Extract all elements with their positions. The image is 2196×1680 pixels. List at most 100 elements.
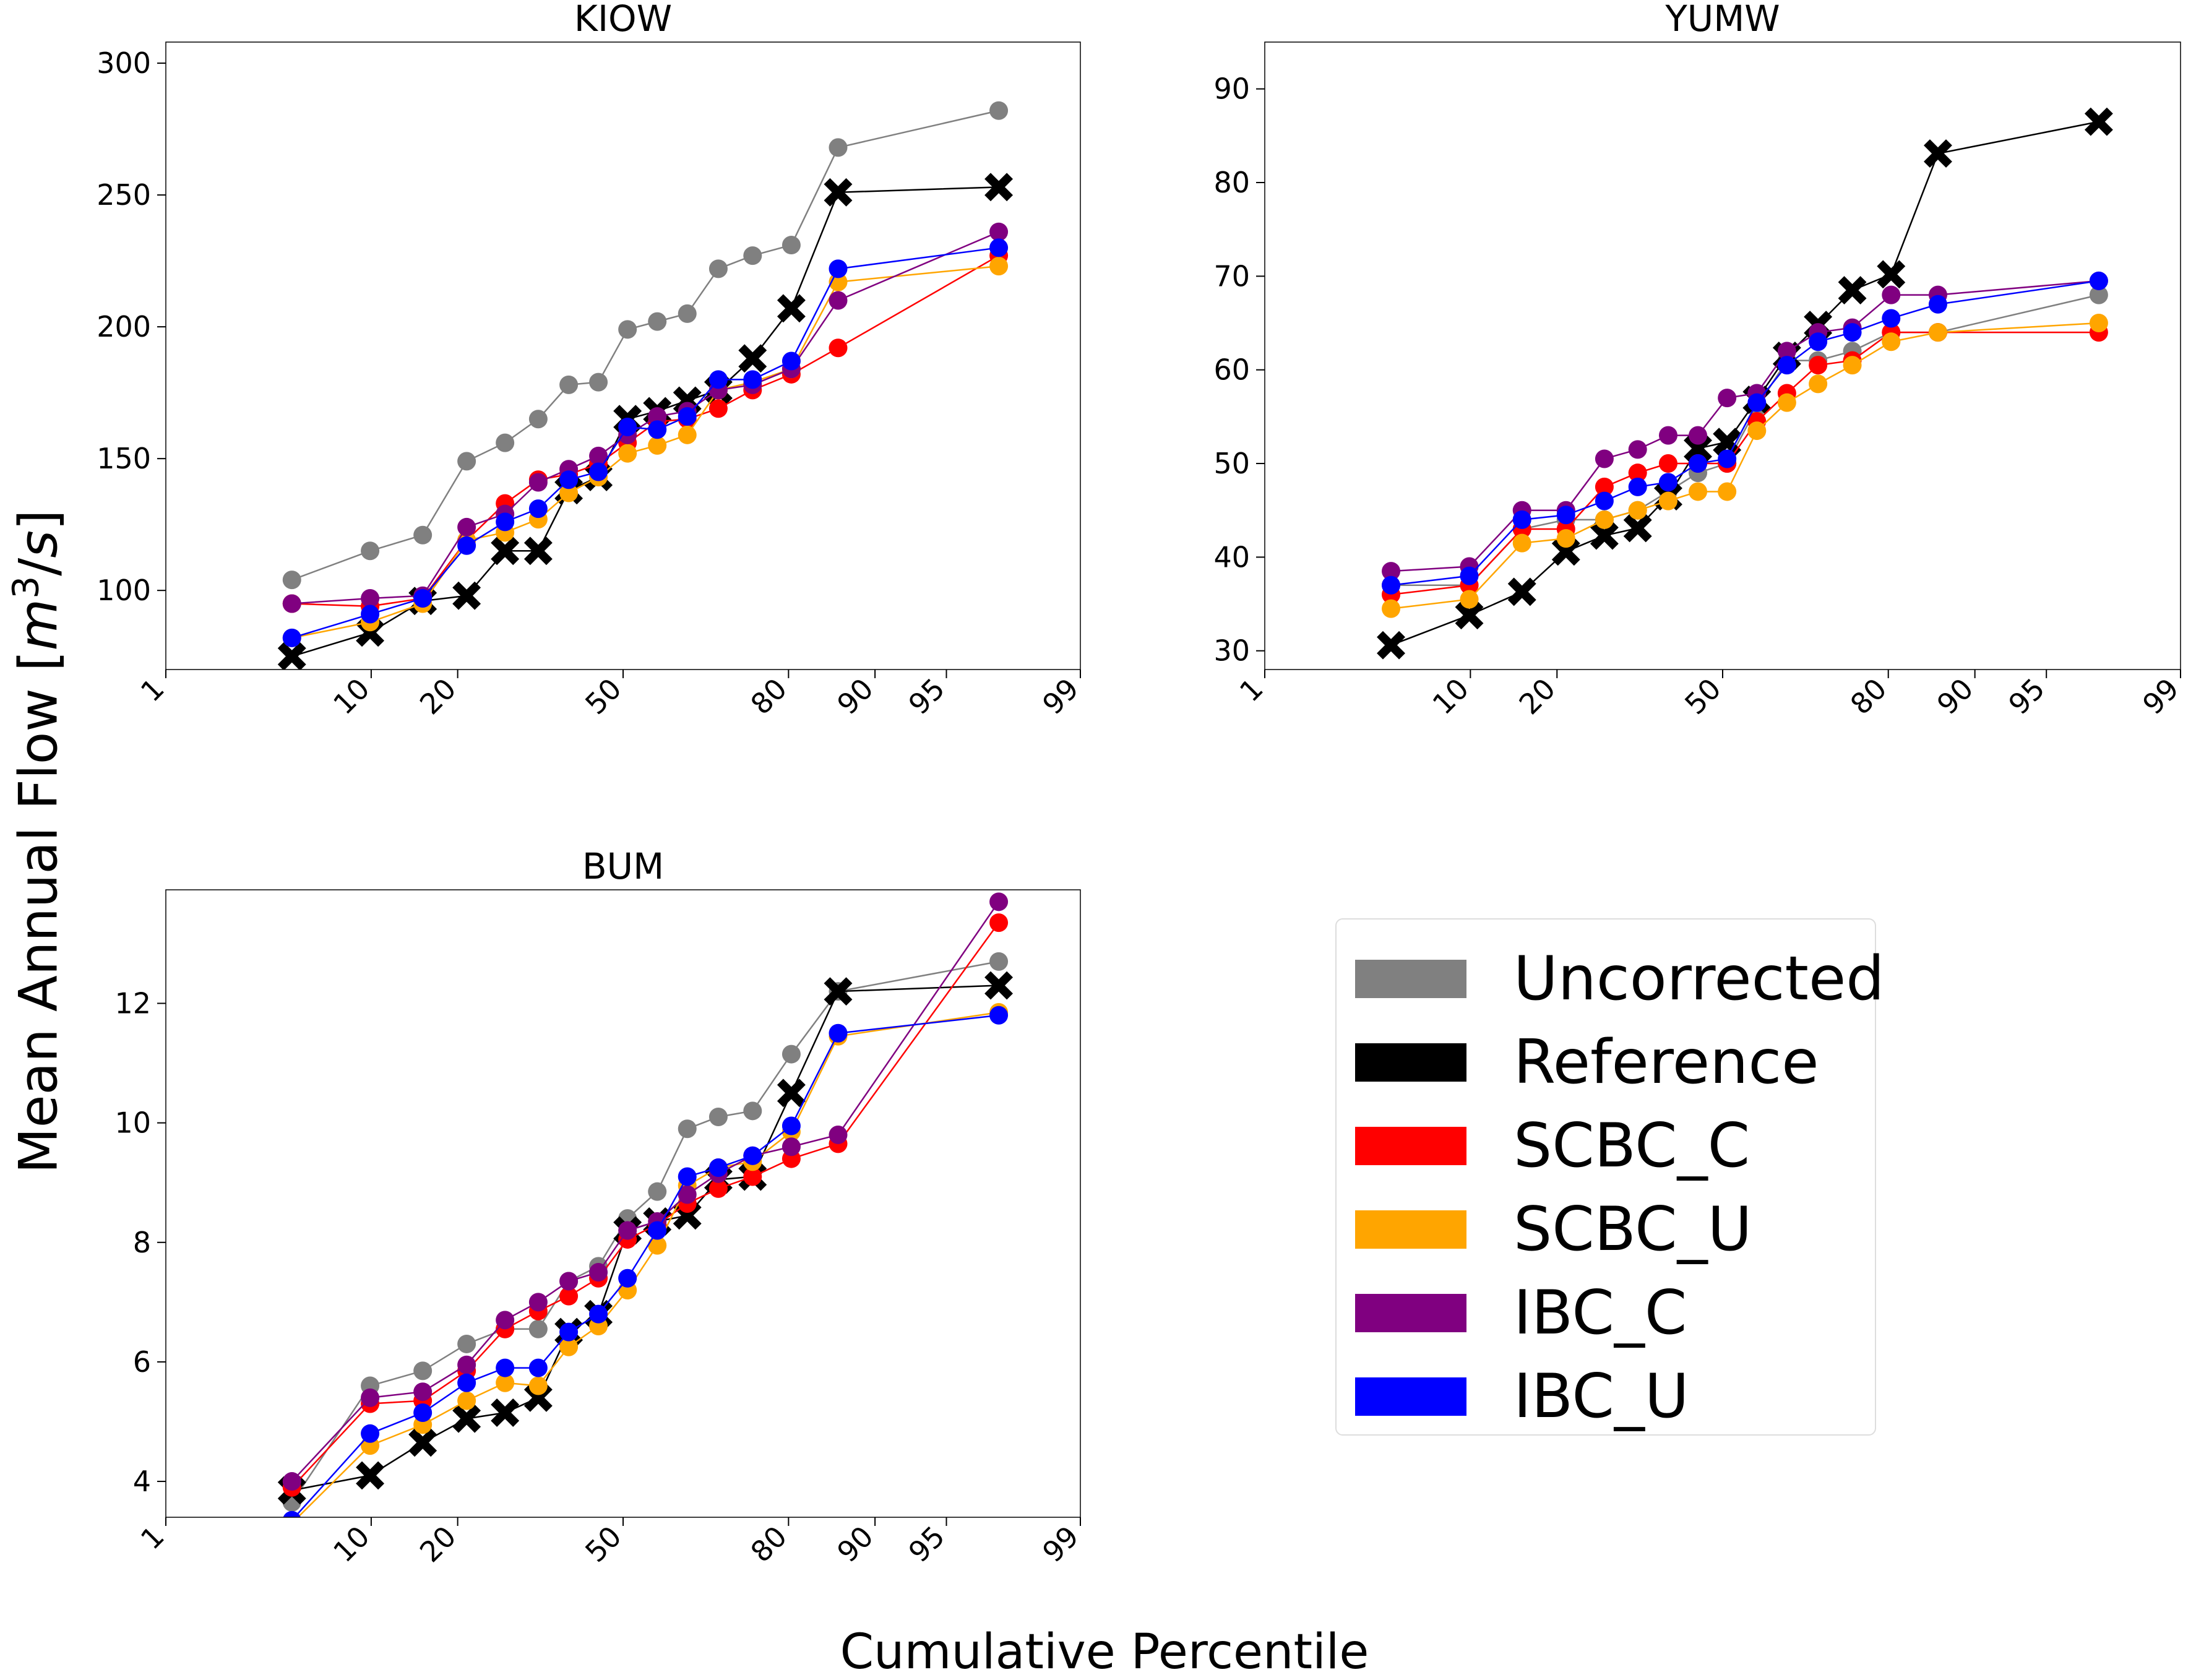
data-point [782,236,801,255]
data-point-x-marker [824,178,853,207]
data-point-x-marker [1590,521,1619,550]
data-point-x-marker [408,1428,437,1457]
data-point [528,1358,548,1377]
data-point [743,246,762,265]
plot-frame [1264,41,2181,670]
y-tick-label: 200 [97,310,151,343]
x-tick-label: 1 [134,1520,171,1556]
data-point [559,1322,579,1342]
data-point [1747,393,1767,412]
data-point [1809,356,1828,375]
data-point [618,444,637,463]
data-point [648,1221,667,1240]
data-point [989,222,1009,241]
data-point [743,1101,762,1121]
y-tick-label: 80 [1213,166,1250,199]
data-point [361,1388,380,1407]
data-point [589,1304,608,1324]
series-line [291,901,1000,1482]
legend-label: SCBC_U [1514,1194,1752,1265]
data-point [989,1006,1009,1025]
data-point [618,1269,637,1288]
data-point [1928,295,1947,314]
data-point [1689,454,1708,473]
data-point [648,312,667,331]
data-point [413,588,433,608]
legend-swatch [1355,1294,1466,1332]
legend-item-scbc-u: SCBC_U [1355,1192,1752,1267]
data-point [559,1272,579,1291]
data-point-x-marker [1623,514,1652,543]
data-point [782,1045,801,1064]
data-point [829,138,848,157]
data-point [589,462,608,481]
data-point [1689,482,1708,501]
data-point [1382,575,1401,595]
y-tick-label: 6 [133,1345,151,1379]
data-point [989,952,1009,971]
data-point [1512,533,1531,553]
data-point [559,483,579,502]
data-point [1809,374,1828,394]
data-point [496,1311,515,1330]
data-point [1843,356,1862,375]
data-point [989,913,1009,933]
y-tick-label: 60 [1213,353,1250,387]
data-point [413,1403,433,1422]
data-point-x-marker [1924,139,1952,168]
data-point [708,1158,728,1178]
data-point [528,410,548,429]
x-tick-label: 80 [1844,672,1893,722]
series-line [291,255,999,608]
data-point [413,1361,433,1381]
figure-x-axis-label: Cumulative Percentile [840,1624,1369,1680]
legend-swatch [1355,1127,1466,1165]
data-point-x-marker [777,1079,806,1108]
data-point [1658,426,1677,445]
data-point [496,1358,515,1377]
data-point [559,375,579,394]
data-point [829,291,848,310]
data-point [457,517,476,536]
data-point [1809,332,1828,351]
series-line [291,110,999,581]
figure-y-axis-label: Mean Annual Flow [m3/s] [4,509,70,1174]
x-tick-label: 99 [2136,672,2185,722]
data-point-x-marker [1713,428,1742,457]
x-tick-label: 99 [1036,672,1085,722]
legend-item-scbc-c: SCBC_C [1355,1109,1750,1183]
x-tick-label: 10 [327,672,376,722]
legend-label: IBC_C [1514,1278,1687,1348]
plot-area [1377,107,2113,660]
x-tick-label: 99 [1036,1520,1085,1569]
data-point [1595,491,1614,510]
data-point [678,425,697,444]
legend-swatch [1355,1377,1466,1416]
data-point-x-marker [491,1398,520,1427]
data-point [528,1376,548,1395]
subplot-yumw: YUMW 30 40 50 60 70 80 90 1 10 20 50 80 90 95 99 [1213,0,2185,721]
y-tick-label: 8 [133,1226,151,1259]
series-line [291,186,999,657]
legend-swatch [1355,1043,1466,1082]
data-point-x-marker [523,536,553,566]
data-point [413,525,433,545]
data-point [1843,323,1862,342]
data-point [457,452,476,471]
data-point-x-marker [356,1461,385,1490]
data-point-x-marker [491,536,520,566]
data-point [1595,510,1614,529]
data-point [282,1472,301,1491]
data-point [1556,506,1575,525]
data-point-x-marker [277,642,306,670]
data-point [618,418,637,437]
data-point [1689,426,1708,445]
series-line [1390,322,2099,610]
data-point-x-marker [1551,537,1580,566]
data-point [708,259,728,278]
subplot-title: BUM [582,845,664,887]
legend-label: IBC_U [1514,1361,1689,1432]
x-tick-label: 50 [579,1520,628,1569]
data-point-x-marker [984,971,1014,1000]
